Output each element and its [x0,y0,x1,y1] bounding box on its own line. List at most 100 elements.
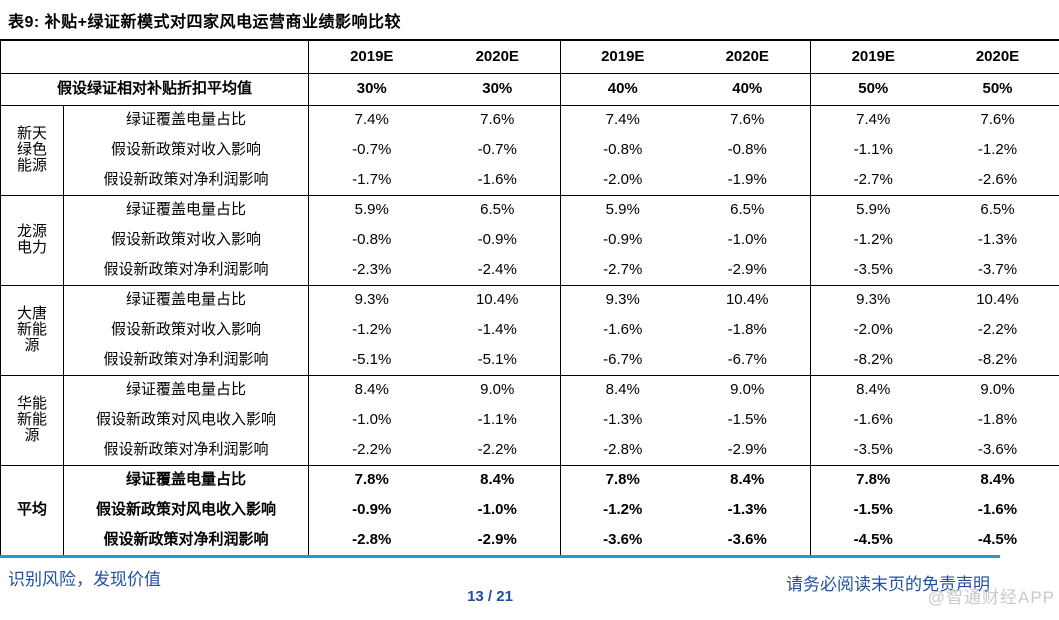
value-cell: -1.2% [977,141,1018,159]
value-cell: 9.3% [856,291,891,309]
value-cell: -1.3% [603,411,643,429]
value-cell: 8.4% [856,381,891,399]
value-cell: -2.2% [308,435,435,466]
metric-cell: 假设新政策对收入影响 [63,315,309,345]
metric-cell: 假设新政策对风电收入影响 [63,495,309,525]
value-cell: -2.6% [935,165,1059,196]
metric-cell: 假设新政策对净利润影响 [63,525,309,555]
value-cell: -3.5% [810,435,936,466]
value-cell: 10.4% [976,291,1019,309]
value-cell: -1.6% [603,321,643,339]
metric-cell: 绿证覆盖电量占比 [63,285,309,315]
value-cell: -0.8% [603,141,643,159]
value-cell: 5.9% [856,201,891,219]
table-row: 假设新政策对风电收入影响 -1.0% -1.1% -1.3% -1.5% -1.… [1,405,1059,435]
value-cell: -5.1% [308,345,435,376]
table-row: 假设新政策对风电收入影响 -0.9% -1.0% -1.2% -1.3% -1.… [1,495,1059,525]
value-cell: -6.7% [684,345,811,376]
table-row: 大唐 新能 源 绿证覆盖电量占比 9.3% 10.4% 9.3% 10.4% 9… [0,285,1059,376]
value-cell: 8.4% [354,381,389,399]
value-cell: 7.6% [684,105,811,135]
value-cell: -0.9% [352,501,392,519]
value-cell: -0.7% [434,135,561,165]
value-cell: -1.6% [977,501,1018,519]
value-cell: 7.8% [605,471,640,489]
metric-cell: 假设新政策对净利润影响 [63,165,309,196]
year-header-cell: 2020E [434,40,561,74]
value-cell: -1.6% [434,165,561,196]
value-cell: -2.9% [434,525,561,555]
metric-cell: 假设新政策对收入影响 [63,135,309,165]
value-cell: 7.6% [980,111,1015,129]
company-cell: 大唐 新能 源 [0,285,64,376]
table-row: 假设新政策对净利润影响 -2.3% -2.4% -2.7% -2.9% -3.5… [1,255,1059,286]
value-cell: 10.4% [434,285,561,315]
table-row: 假设新政策对净利润影响 -5.1% -5.1% -6.7% -6.7% -8.2… [1,345,1059,376]
value-cell: -0.8% [352,231,392,249]
discount-value-cell: 40% [560,73,685,106]
table-row: 华能 新能 源 绿证覆盖电量占比 8.4% 9.0% 8.4% 9.0% 8.4… [0,375,1059,466]
value-cell: -2.3% [308,255,435,286]
year-header-cell: 2019E [308,40,435,74]
value-cell: 8.4% [434,465,561,495]
footer-disclaimer: 请务必阅读末页的免责声明 [786,575,990,594]
page-number: 13 / 21 [467,588,513,605]
footer-divider [0,555,1000,558]
metric-cell: 绿证覆盖电量占比 [63,105,309,135]
value-cell: 7.6% [434,105,561,135]
value-cell: -1.1% [853,141,893,159]
value-cell: -0.9% [603,231,643,249]
table-row: 新天 绿色 能源 绿证覆盖电量占比 7.4% 7.6% 7.4% 7.6% 7.… [0,105,1059,196]
table-row: 假设新政策对收入影响 -1.2% -1.4% -1.6% -1.8% -2.0%… [1,315,1059,345]
value-cell: 8.4% [684,465,811,495]
value-cell: 7.4% [354,111,389,129]
value-cell: 7.8% [856,471,891,489]
value-cell: -2.8% [352,531,392,549]
value-cell: 9.3% [605,291,640,309]
metric-cell: 假设新政策对净利润影响 [63,435,309,466]
value-cell: -2.0% [853,321,893,339]
company-cell: 龙源 电力 [0,195,64,286]
value-cell: -4.5% [853,531,893,549]
value-cell: -1.2% [603,501,643,519]
company-cell: 平均 [0,465,64,555]
watermark: @智通财经APP [927,588,1055,607]
value-cell: 6.5% [980,201,1015,219]
value-cell: 7.8% [354,471,389,489]
year-header-row: 2019E 2020E 2019E 2020E 2019E 2020E [0,40,1059,74]
discount-value-cell: 40% [684,73,811,106]
table-row: 假设新政策对收入影响 -0.8% -0.9% -0.9% -1.0% -1.2%… [1,225,1059,255]
value-cell: -0.8% [684,135,811,165]
table-row: 假设新政策对收入影响 -0.7% -0.7% -0.8% -0.8% -1.1%… [1,135,1059,165]
table-row: 平均 绿证覆盖电量占比 7.8% 8.4% 7.8% 8.4% 7.8% 8.4… [0,465,1059,555]
table-row: 假设新政策对净利润影响 -2.2% -2.2% -2.8% -2.9% -3.5… [1,435,1059,466]
value-cell: 8.4% [980,471,1015,489]
value-cell: -4.5% [977,531,1018,549]
value-cell: -1.9% [684,165,811,196]
value-cell: -8.2% [935,345,1059,376]
value-cell: 6.5% [434,195,561,225]
value-cell: -2.2% [434,435,561,466]
value-cell: -1.6% [853,411,893,429]
value-cell: -2.9% [684,435,811,466]
metric-cell: 假设新政策对净利润影响 [63,255,309,286]
year-header-cell: 2019E [810,40,936,74]
value-cell: -1.2% [853,231,893,249]
year-header-cell: 2020E [684,40,811,74]
value-cell: 6.5% [684,195,811,225]
value-cell: 7.4% [605,111,640,129]
value-cell: -0.7% [352,141,392,159]
table-row: 假设新政策对净利润影响 -1.7% -1.6% -2.0% -1.9% -2.7… [1,165,1059,196]
value-cell: -0.9% [434,225,561,255]
value-cell: 8.4% [605,381,640,399]
value-cell: -1.8% [977,411,1018,429]
value-cell: -3.6% [935,435,1059,466]
value-cell: -1.5% [684,405,811,435]
performance-table: 2019E 2020E 2019E 2020E 2019E 2020E 假设绿证… [0,39,1059,555]
value-cell: 7.4% [856,111,891,129]
value-cell: -1.4% [434,315,561,345]
value-cell: -5.1% [434,345,561,376]
value-cell: -1.1% [434,405,561,435]
discount-value-cell: 30% [434,73,561,106]
value-cell: 9.0% [684,375,811,405]
